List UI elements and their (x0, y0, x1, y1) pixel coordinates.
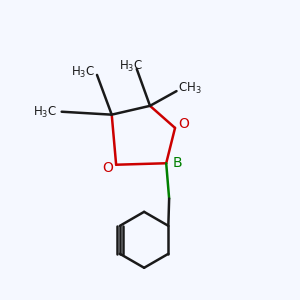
Text: CH$_3$: CH$_3$ (178, 81, 202, 96)
Text: O: O (102, 161, 113, 175)
Text: H$_3$C: H$_3$C (119, 58, 143, 74)
Text: H$_3$C: H$_3$C (33, 105, 57, 120)
Text: H$_3$C: H$_3$C (71, 64, 95, 80)
Text: B: B (172, 156, 182, 170)
Text: O: O (178, 117, 189, 131)
